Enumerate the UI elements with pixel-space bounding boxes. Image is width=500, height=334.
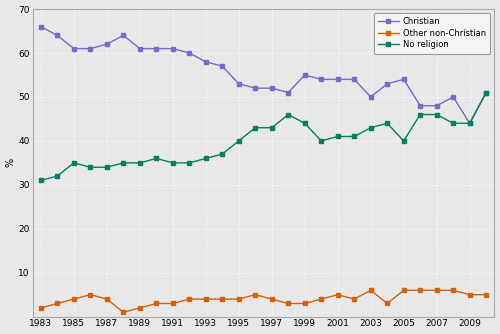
- No religion: [137, 161, 143, 165]
- No religion: [170, 161, 176, 165]
- Christian: [434, 104, 440, 108]
- Christian: [104, 42, 110, 46]
- Christian: [384, 82, 390, 86]
- Christian: [252, 86, 258, 90]
- Christian: [186, 51, 192, 55]
- Christian: [269, 86, 275, 90]
- No religion: [154, 156, 160, 160]
- No religion: [269, 126, 275, 130]
- Other non-Christian: [417, 288, 423, 292]
- Christian: [466, 121, 472, 125]
- Christian: [236, 82, 242, 86]
- Christian: [417, 104, 423, 108]
- Christian: [318, 77, 324, 81]
- Other non-Christian: [335, 293, 341, 297]
- Other non-Christian: [450, 288, 456, 292]
- No religion: [351, 135, 357, 139]
- Other non-Christian: [400, 288, 406, 292]
- Other non-Christian: [120, 310, 126, 314]
- Other non-Christian: [286, 302, 292, 306]
- Other non-Christian: [384, 302, 390, 306]
- Christian: [137, 47, 143, 51]
- No religion: [186, 161, 192, 165]
- Line: No religion: No religion: [39, 91, 488, 182]
- Christian: [71, 47, 77, 51]
- Other non-Christian: [71, 297, 77, 301]
- No religion: [368, 126, 374, 130]
- No religion: [450, 121, 456, 125]
- No religion: [400, 139, 406, 143]
- No religion: [417, 113, 423, 117]
- Christian: [220, 64, 226, 68]
- Line: Christian: Christian: [39, 25, 488, 125]
- No religion: [236, 139, 242, 143]
- Other non-Christian: [104, 297, 110, 301]
- Other non-Christian: [434, 288, 440, 292]
- No religion: [71, 161, 77, 165]
- Other non-Christian: [318, 297, 324, 301]
- No religion: [318, 139, 324, 143]
- No religion: [203, 156, 209, 160]
- Christian: [203, 60, 209, 64]
- Christian: [88, 47, 94, 51]
- Other non-Christian: [203, 297, 209, 301]
- No religion: [252, 126, 258, 130]
- Christian: [54, 33, 60, 37]
- Legend: Christian, Other non-Christian, No religion: Christian, Other non-Christian, No relig…: [374, 13, 490, 53]
- Christian: [351, 77, 357, 81]
- Other non-Christian: [220, 297, 226, 301]
- Other non-Christian: [88, 293, 94, 297]
- Other non-Christian: [186, 297, 192, 301]
- No religion: [220, 152, 226, 156]
- Other non-Christian: [269, 297, 275, 301]
- No religion: [466, 121, 472, 125]
- No religion: [38, 178, 44, 182]
- Y-axis label: %: %: [6, 158, 16, 167]
- Other non-Christian: [236, 297, 242, 301]
- No religion: [302, 121, 308, 125]
- Christian: [368, 95, 374, 99]
- Other non-Christian: [38, 306, 44, 310]
- Christian: [170, 47, 176, 51]
- No religion: [384, 121, 390, 125]
- Line: Other non-Christian: Other non-Christian: [39, 288, 488, 314]
- No religion: [286, 113, 292, 117]
- Christian: [335, 77, 341, 81]
- No religion: [104, 165, 110, 169]
- Christian: [286, 91, 292, 95]
- Christian: [120, 33, 126, 37]
- Other non-Christian: [368, 288, 374, 292]
- Other non-Christian: [302, 302, 308, 306]
- Other non-Christian: [466, 293, 472, 297]
- Christian: [302, 73, 308, 77]
- Other non-Christian: [137, 306, 143, 310]
- Other non-Christian: [54, 302, 60, 306]
- No religion: [54, 174, 60, 178]
- Other non-Christian: [483, 293, 489, 297]
- No religion: [88, 165, 94, 169]
- No religion: [120, 161, 126, 165]
- Christian: [483, 91, 489, 95]
- Other non-Christian: [154, 302, 160, 306]
- No religion: [483, 91, 489, 95]
- Christian: [154, 47, 160, 51]
- Christian: [38, 25, 44, 29]
- No religion: [335, 135, 341, 139]
- Other non-Christian: [351, 297, 357, 301]
- Other non-Christian: [170, 302, 176, 306]
- No religion: [434, 113, 440, 117]
- Other non-Christian: [252, 293, 258, 297]
- Christian: [400, 77, 406, 81]
- Christian: [450, 95, 456, 99]
